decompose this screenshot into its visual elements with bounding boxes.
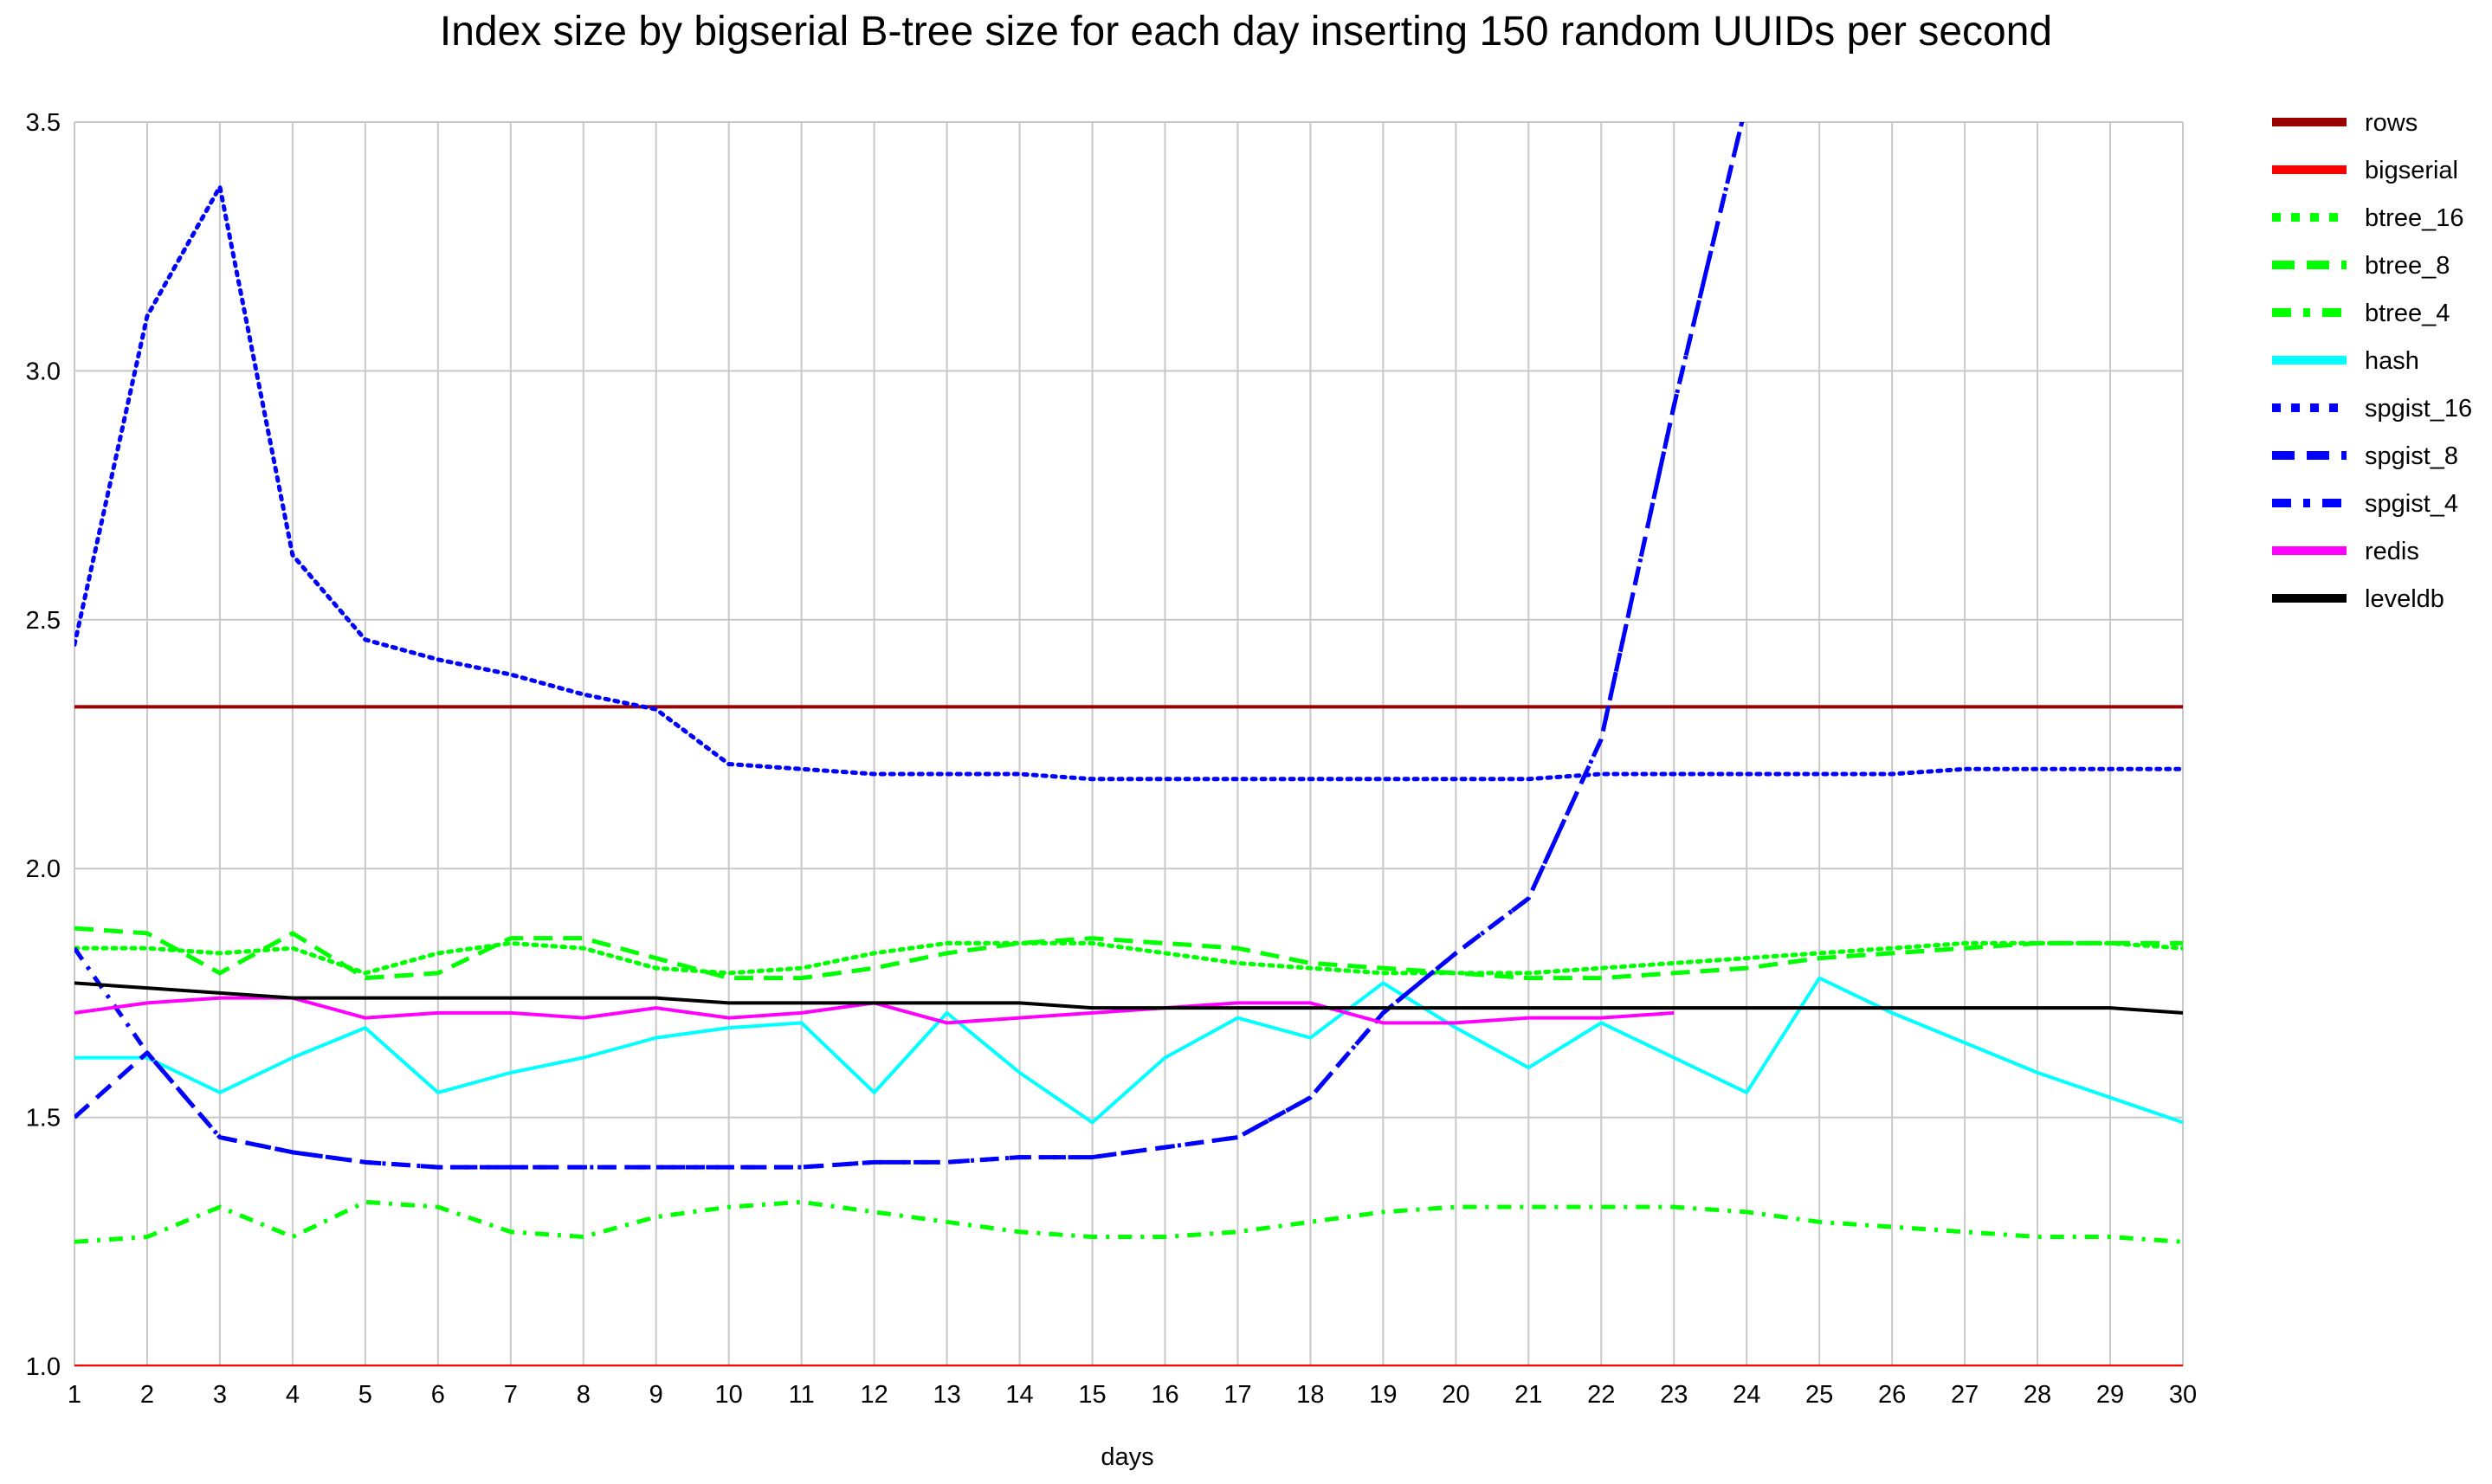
y-tick-label: 3.0 bbox=[26, 358, 61, 385]
series-line-spgist-16 bbox=[74, 184, 2183, 782]
legend-label-btree-4: btree_4 bbox=[2365, 300, 2450, 327]
chart-title: Index size by bigserial B-tree size for … bbox=[440, 9, 2052, 55]
legend-label-btree-8: btree_8 bbox=[2365, 252, 2450, 280]
x-axis-label: days bbox=[1101, 1443, 1153, 1471]
x-tick-label: 3 bbox=[213, 1381, 227, 1409]
x-tick-label: 23 bbox=[1660, 1381, 1688, 1409]
x-tick-label: 26 bbox=[1878, 1381, 1906, 1409]
x-tick-label: 18 bbox=[1296, 1381, 1324, 1409]
x-tick-label: 2 bbox=[140, 1381, 154, 1409]
x-tick-label: 25 bbox=[1805, 1381, 1833, 1409]
series-line-hash bbox=[74, 976, 2183, 1125]
x-tick-label: 21 bbox=[1514, 1381, 1542, 1409]
y-tick-label: 1.0 bbox=[26, 1353, 61, 1381]
x-tick-label: 22 bbox=[1587, 1381, 1615, 1409]
series-line-btree-8 bbox=[74, 926, 2183, 981]
legend-label-spgist-4: spgist_4 bbox=[2365, 490, 2458, 518]
series-line-btree-4 bbox=[74, 1199, 2183, 1244]
x-tick-label: 27 bbox=[1951, 1381, 1979, 1409]
x-tick-label: 14 bbox=[1005, 1381, 1033, 1409]
x-tick-label: 16 bbox=[1151, 1381, 1178, 1409]
x-tick-label: 13 bbox=[933, 1381, 960, 1409]
legend-label-spgist-8: spgist_8 bbox=[2365, 442, 2458, 470]
x-tick-label: 6 bbox=[431, 1381, 445, 1409]
legend-label-rows: rows bbox=[2365, 109, 2418, 137]
y-tick-label: 1.5 bbox=[26, 1105, 61, 1132]
legend-label-btree-16: btree_16 bbox=[2365, 204, 2464, 232]
axes: 1 2 3 4 5 6 7 8 9 10 11 12 13 14 15 16 17 18 19 20 21 22 23 24 2… bbox=[26, 109, 2197, 1409]
legend-label-leveldb: leveldb bbox=[2365, 585, 2444, 613]
y-tick-label: 2.0 bbox=[26, 855, 61, 883]
x-tick-label: 5 bbox=[358, 1381, 372, 1409]
x-tick-label: 11 bbox=[789, 1381, 815, 1409]
series-line-btree-16 bbox=[74, 940, 2183, 976]
y-tick-label: 3.5 bbox=[26, 109, 61, 137]
x-tick-label: 10 bbox=[715, 1381, 743, 1409]
x-tick-label: 9 bbox=[649, 1381, 663, 1409]
legend-label-spgist-16: spgist_16 bbox=[2365, 395, 2472, 423]
x-tick-label: 20 bbox=[1442, 1381, 1469, 1409]
x-tick-label: 7 bbox=[504, 1381, 518, 1409]
x-tick-label: 30 bbox=[2169, 1381, 2197, 1409]
x-tick-label: 1 bbox=[68, 1381, 81, 1409]
x-tick-label: 4 bbox=[286, 1381, 300, 1409]
x-tick-label: 12 bbox=[860, 1381, 888, 1409]
legend-label-bigserial: bigserial bbox=[2365, 157, 2458, 184]
y-tick-label: 2.5 bbox=[26, 607, 61, 635]
grid bbox=[74, 121, 2184, 1367]
x-tick-label: 28 bbox=[2024, 1381, 2051, 1409]
series-line-spgist-4 bbox=[74, 122, 1745, 1170]
x-tick-label: 8 bbox=[577, 1381, 591, 1409]
x-tick-label: 19 bbox=[1369, 1381, 1397, 1409]
x-tick-label: 15 bbox=[1078, 1381, 1106, 1409]
legend-label-redis: redis bbox=[2365, 538, 2419, 565]
series-lines bbox=[74, 122, 2183, 1366]
x-tick-label: 17 bbox=[1223, 1381, 1251, 1409]
x-tick-label: 24 bbox=[1733, 1381, 1760, 1409]
series-line-leveldb bbox=[74, 981, 2183, 1015]
legend-label-hash: hash bbox=[2365, 347, 2419, 375]
x-tick-label: 29 bbox=[2096, 1381, 2124, 1409]
